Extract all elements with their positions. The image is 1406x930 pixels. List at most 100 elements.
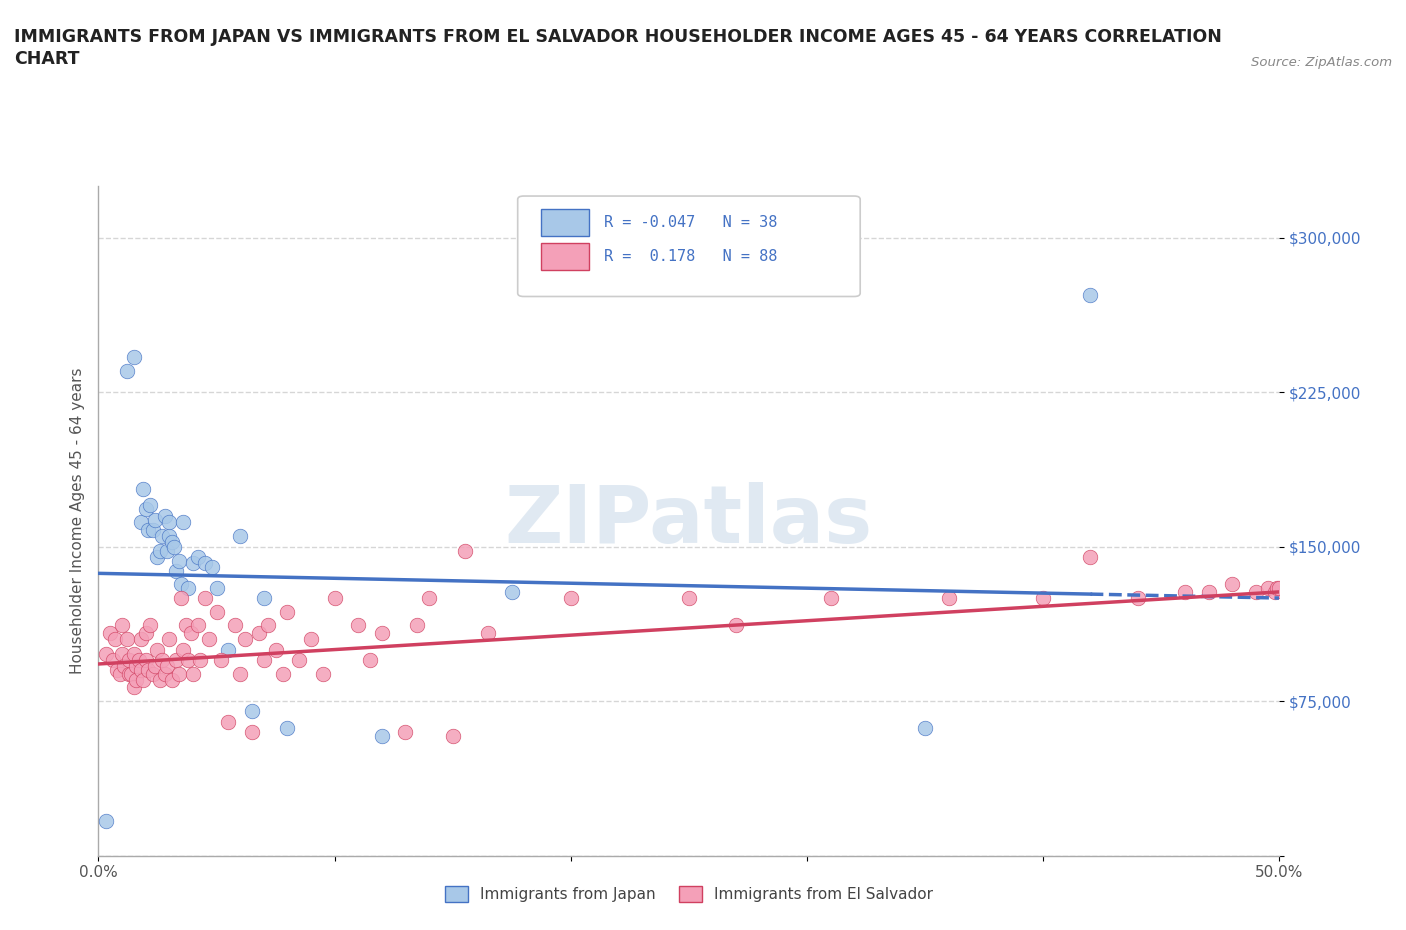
Point: [205, 580, 228, 595]
Point: [122, 350, 145, 365]
Point: [299, 631, 322, 646]
Point: [94, 646, 117, 661]
Bar: [541, 243, 589, 270]
Point: [118, 653, 141, 668]
Point: [177, 580, 200, 595]
Point: [181, 555, 204, 570]
Point: [156, 658, 179, 673]
Point: [240, 724, 263, 739]
Point: [146, 642, 169, 657]
Text: ZIPatlas: ZIPatlas: [505, 482, 873, 560]
Point: [264, 642, 287, 657]
Point: [938, 591, 960, 605]
Point: [418, 591, 440, 605]
Point: [98, 626, 121, 641]
Point: [125, 658, 148, 673]
Point: [276, 605, 298, 620]
Point: [135, 626, 157, 641]
Point: [187, 550, 209, 565]
Point: [135, 653, 157, 668]
Point: [129, 514, 152, 529]
Point: [477, 626, 499, 641]
Text: IMMIGRANTS FROM JAPAN VS IMMIGRANTS FROM EL SALVADOR HOUSEHOLDER INCOME AGES 45 : IMMIGRANTS FROM JAPAN VS IMMIGRANTS FROM…: [14, 28, 1222, 68]
Point: [156, 543, 179, 558]
Point: [312, 667, 335, 682]
Point: [142, 667, 165, 682]
Point: [174, 618, 197, 632]
Point: [371, 729, 394, 744]
Text: R = -0.047   N = 38: R = -0.047 N = 38: [605, 216, 778, 231]
Point: [1080, 550, 1102, 565]
Text: R =  0.178   N = 88: R = 0.178 N = 88: [605, 249, 778, 264]
Point: [167, 667, 190, 682]
Point: [217, 714, 239, 729]
Point: [167, 553, 190, 568]
Point: [240, 704, 263, 719]
Point: [142, 523, 165, 538]
Point: [153, 508, 176, 523]
Point: [122, 679, 145, 694]
Point: [172, 642, 194, 657]
Point: [153, 667, 176, 682]
Point: [111, 618, 134, 632]
Point: [149, 543, 172, 558]
Point: [560, 591, 582, 605]
Point: [139, 498, 162, 512]
Point: [394, 724, 416, 739]
Point: [1126, 591, 1149, 605]
Point: [104, 631, 127, 646]
Point: [1257, 580, 1279, 595]
Point: [820, 591, 842, 605]
Point: [146, 550, 169, 565]
Text: Source: ZipAtlas.com: Source: ZipAtlas.com: [1251, 56, 1392, 69]
Point: [160, 673, 183, 688]
Point: [139, 618, 162, 632]
Point: [177, 653, 200, 668]
Point: [111, 646, 134, 661]
Point: [150, 653, 173, 668]
Point: [157, 514, 180, 529]
Point: [143, 658, 166, 673]
Point: [188, 653, 211, 668]
Point: [205, 605, 228, 620]
Point: [115, 631, 138, 646]
Point: [136, 663, 159, 678]
Point: [121, 667, 143, 682]
Point: [441, 729, 464, 744]
Point: [132, 673, 155, 688]
Point: [143, 512, 166, 527]
Point: [1080, 287, 1102, 302]
Point: [1174, 584, 1197, 599]
Point: [136, 523, 159, 538]
Point: [914, 721, 936, 736]
Point: [101, 653, 124, 668]
Point: [201, 560, 224, 575]
Point: [247, 626, 270, 641]
FancyBboxPatch shape: [517, 196, 860, 297]
Point: [115, 364, 138, 379]
Point: [160, 535, 183, 550]
Point: [181, 667, 204, 682]
Point: [271, 667, 294, 682]
Point: [170, 577, 193, 591]
Point: [132, 482, 155, 497]
Point: [406, 618, 429, 632]
Point: [233, 631, 256, 646]
Point: [359, 653, 381, 668]
Y-axis label: Householder Income Ages 45 - 64 years: Householder Income Ages 45 - 64 years: [69, 367, 84, 674]
Point: [253, 591, 276, 605]
Point: [149, 673, 172, 688]
Point: [1244, 584, 1267, 599]
Point: [323, 591, 346, 605]
Bar: [541, 209, 589, 236]
Point: [725, 618, 748, 632]
Point: [157, 631, 180, 646]
Point: [371, 626, 394, 641]
Point: [180, 626, 202, 641]
Point: [187, 618, 209, 632]
Point: [108, 667, 131, 682]
Point: [172, 514, 194, 529]
Point: [94, 813, 117, 828]
Point: [125, 673, 148, 688]
Point: [1198, 584, 1220, 599]
